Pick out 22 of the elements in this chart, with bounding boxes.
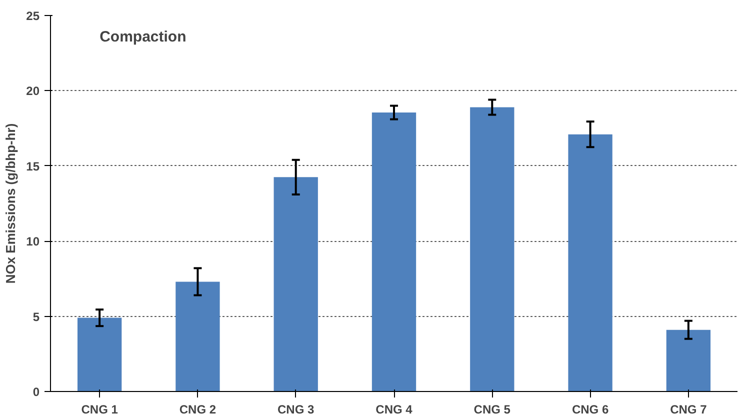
annotation: Compaction (100, 28, 186, 46)
x-tick-label: CNG 1 (81, 402, 118, 416)
x-tick-label: CNG 7 (670, 402, 708, 416)
bar (372, 112, 416, 392)
bar (470, 107, 514, 392)
bar (666, 330, 711, 392)
x-tick-label: CNG 4 (376, 402, 413, 416)
x-tick-label: CNG 2 (179, 402, 216, 416)
y-tick-label: 15 (26, 159, 40, 174)
x-tick-label: CNG 5 (474, 402, 511, 416)
bar (568, 134, 612, 392)
y-axis-title: NOx Emissions (g/bhp-hr) (3, 123, 18, 284)
x-tick-label: CNG 6 (572, 402, 609, 416)
x-tick-label: CNG 3 (278, 402, 315, 416)
bar (77, 318, 122, 392)
bar (176, 282, 220, 392)
y-tick-label: 20 (26, 84, 40, 98)
y-tick-label: 10 (26, 234, 40, 249)
y-tick-label: 0 (32, 385, 40, 399)
y-tick-label: 25 (26, 9, 40, 23)
y-tick-label: 5 (32, 310, 40, 324)
bar (274, 177, 318, 392)
